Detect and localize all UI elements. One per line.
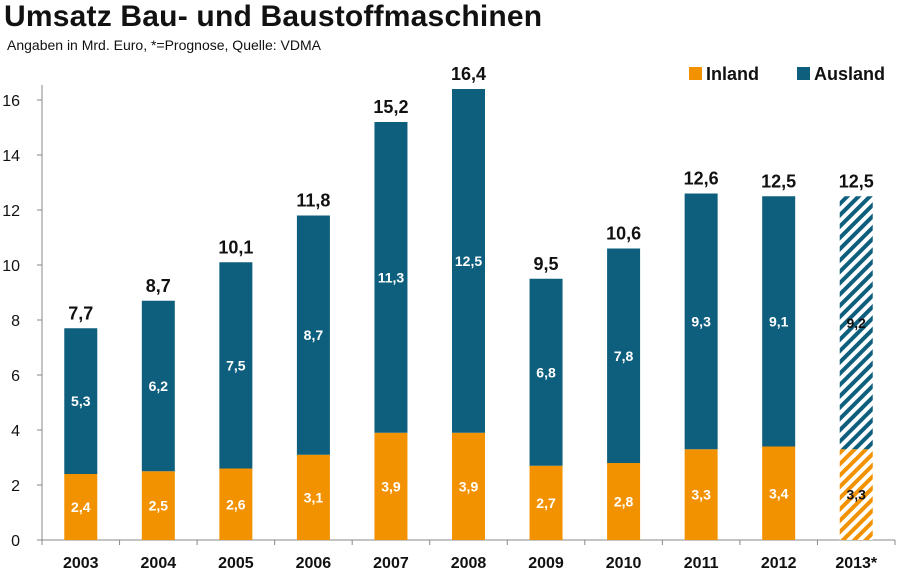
bar-inland [684, 449, 718, 540]
data-label-inland: 2,7 [536, 495, 556, 511]
bar-ausland [141, 300, 175, 472]
data-label-total: 10,6 [606, 224, 641, 244]
bar-ausland [374, 122, 408, 433]
data-label-total: 12,5 [839, 171, 874, 191]
x-tick-label: 2011 [684, 555, 719, 572]
data-label-ausland: 6,2 [149, 378, 169, 394]
bar-ausland [684, 193, 718, 450]
data-label-total: 9,5 [534, 254, 559, 274]
data-label-ausland: 12,5 [455, 253, 482, 269]
chart-subtitle: Angaben in Mrd. Euro, *=Prognose, Quelle… [7, 37, 322, 53]
legend-label-inland: Inland [706, 64, 759, 84]
bar-inland [529, 465, 563, 540]
bar-inland [296, 454, 330, 540]
y-tick-label: 12 [2, 203, 20, 220]
data-label-ausland: 9,3 [691, 313, 711, 329]
data-label-inland: 3,9 [381, 478, 401, 494]
data-label-inland: 2,6 [226, 496, 246, 512]
data-label-total: 8,7 [146, 276, 171, 296]
data-label-total: 10,1 [218, 237, 253, 257]
y-tick-label: 8 [11, 313, 20, 330]
data-label-ausland: 7,8 [614, 348, 634, 364]
data-label-inland: 2,4 [71, 499, 91, 515]
data-label-total: 7,7 [68, 303, 93, 323]
chart-title: Umsatz Bau- und Baustoffmaschinen [4, 0, 543, 33]
data-label-ausland: 7,5 [226, 357, 246, 373]
data-label-ausland: 9,1 [769, 313, 789, 329]
data-label-inland: 3,3 [691, 487, 711, 503]
data-label-inland: 3,9 [459, 478, 479, 494]
x-tick-label: 2005 [218, 555, 254, 572]
y-tick-label: 0 [11, 533, 20, 550]
data-label-ausland: 5,3 [71, 393, 91, 409]
data-label-inland: 3,3 [846, 487, 866, 503]
data-label-total: 12,6 [684, 169, 719, 189]
data-label-inland: 2,5 [149, 498, 169, 514]
bar-inland [762, 446, 796, 540]
legend-label-ausland: Ausland [814, 64, 885, 84]
bar-inland [452, 432, 485, 540]
bar-ausland [529, 278, 563, 466]
x-tick-label: 2009 [528, 555, 564, 572]
legend-swatch-inland [689, 67, 702, 80]
axes: 0 2 4 6 8 10 12 14 16 2003 2004 2005 2006 2007 2008 200… [2, 85, 896, 572]
bars [64, 89, 873, 540]
bar-inland [141, 471, 175, 540]
x-tick-label: 2004 [141, 555, 177, 572]
bar-ausland [839, 196, 873, 450]
bar-ausland [762, 196, 796, 447]
x-tick-label: 2003 [63, 555, 99, 572]
y-tick-label: 14 [2, 148, 20, 165]
y-tick-label: 2 [11, 478, 20, 495]
bar-ausland [219, 262, 253, 469]
data-label-total: 12,5 [761, 171, 796, 191]
data-label-inland: 3,4 [769, 485, 789, 501]
data-label-total: 16,4 [451, 64, 486, 84]
data-label-ausland: 11,3 [378, 269, 405, 285]
data-label-inland: 2,8 [614, 494, 634, 510]
data-label-ausland: 9,2 [846, 315, 866, 331]
bar-ausland [296, 215, 330, 455]
bar-inland [64, 474, 98, 540]
data-label-ausland: 8,7 [304, 327, 324, 343]
x-tick-label: 2006 [296, 555, 332, 572]
x-tick-label: 2010 [606, 555, 642, 572]
y-tick-label: 6 [11, 368, 20, 385]
y-tick-label: 10 [2, 258, 20, 275]
data-label-inland: 3,1 [304, 489, 324, 505]
legend: Inland Ausland [689, 64, 885, 84]
legend-swatch-ausland [797, 67, 810, 80]
y-tick-label: 4 [11, 423, 20, 440]
bar-inland [374, 432, 408, 540]
bar-inland [839, 449, 873, 540]
data-label-ausland: 6,8 [536, 364, 556, 380]
x-tick-label: 2007 [373, 555, 409, 572]
bar-inland [607, 463, 641, 540]
x-tick-label: 2012 [761, 555, 797, 572]
x-tick-label: 2013* [835, 555, 878, 572]
x-tick-label: 2008 [451, 555, 487, 572]
data-labels: 2,4 5,3 7,7 2,5 6,2 8,7 2,6 7,5 10,1 3,1 8,7 11,8 3,… [68, 64, 873, 515]
y-tick-label: 16 [2, 93, 20, 110]
data-label-total: 15,2 [373, 97, 408, 117]
bar-ausland [607, 248, 641, 463]
data-label-total: 11,8 [296, 191, 330, 211]
bar-ausland [452, 89, 485, 433]
bar-inland [219, 468, 253, 540]
bar-ausland [64, 328, 98, 474]
